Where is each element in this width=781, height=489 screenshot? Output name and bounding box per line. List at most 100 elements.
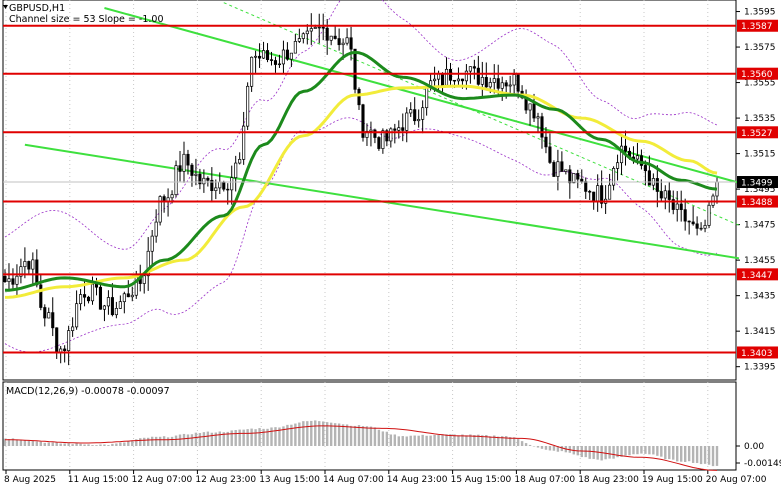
candle [23, 261, 27, 268]
macd-bar [19, 439, 23, 446]
channel-upper-line [104, 7, 740, 184]
candle [405, 112, 409, 131]
macd-bar [250, 428, 253, 446]
macd-bar [150, 436, 154, 446]
price-tick-label: 1.3535 [744, 114, 776, 124]
candle [71, 326, 75, 331]
candle [623, 145, 628, 152]
candle [528, 103, 532, 111]
price-tick-label: 1.3475 [744, 221, 776, 231]
candle [548, 146, 552, 163]
time-tick-label: 12 Aug 07:00 [132, 475, 193, 485]
macd-bar [644, 446, 647, 454]
price-tick-label: 1.3455 [744, 256, 776, 266]
macd-bar [485, 435, 488, 446]
candle [285, 49, 289, 60]
candle [98, 286, 103, 310]
macd-bar [166, 437, 170, 446]
candle [122, 293, 126, 303]
candle [448, 68, 453, 81]
candle [596, 185, 600, 202]
candle [7, 278, 11, 283]
macd-bar [302, 421, 305, 446]
macd-bar [365, 426, 369, 446]
candle [126, 293, 130, 298]
macd-bar [624, 446, 627, 456]
macd-bar [357, 425, 361, 446]
level-tag [737, 126, 778, 139]
candle [31, 259, 35, 270]
candle [3, 275, 7, 283]
macd-bar [636, 446, 639, 455]
macd-bar [23, 440, 27, 446]
candle [218, 181, 222, 189]
candle [671, 199, 675, 210]
macd-bar [170, 436, 174, 446]
macd-bar [481, 435, 484, 446]
time-tick-label: 18 Aug 23:00 [578, 475, 639, 485]
candle [341, 42, 345, 46]
candle [385, 130, 389, 142]
candle [512, 74, 516, 86]
main-pane-frame [2, 0, 737, 381]
candle [643, 165, 647, 172]
macd-bar [83, 444, 86, 446]
candle [337, 38, 341, 46]
candle [250, 56, 254, 87]
macd-bar [489, 436, 492, 446]
macd-bar [162, 436, 166, 446]
candle [246, 85, 250, 127]
candle [679, 203, 683, 210]
candle [142, 275, 146, 284]
macd-bar [115, 443, 118, 446]
candle [222, 181, 226, 190]
macd-bar [107, 445, 110, 446]
candle [206, 177, 210, 181]
macd-bar [393, 434, 397, 446]
candle [580, 178, 584, 182]
macd-bar [493, 435, 496, 446]
macd-bar [501, 436, 504, 446]
macd-bar [27, 440, 31, 446]
candle [508, 84, 512, 87]
candle [647, 170, 651, 186]
candle [11, 278, 15, 285]
candle [273, 60, 278, 65]
macd-bar [620, 446, 623, 457]
macd-bar [560, 446, 564, 452]
time-grid: 8 Aug 2025 11 Aug 15:00 12 Aug 07:00 12 Aug… [4, 0, 767, 485]
candle [226, 188, 230, 191]
candle [301, 33, 305, 39]
macd-bar [55, 442, 58, 446]
macd-bar [660, 446, 663, 457]
macd-bar [222, 432, 225, 446]
candle [369, 129, 373, 132]
macd-bar [103, 444, 106, 446]
macd-bar [544, 446, 548, 450]
candle [468, 66, 472, 72]
candle [214, 187, 218, 192]
candle [460, 78, 464, 82]
candle [492, 78, 496, 83]
macd-bar [210, 432, 214, 446]
macd-bar [298, 422, 301, 446]
macd-bar [182, 433, 186, 446]
macd-bar [552, 446, 556, 451]
candle [619, 145, 624, 164]
macd-bar [640, 446, 643, 454]
macd-bar [516, 439, 520, 446]
candle [500, 82, 504, 89]
candle [532, 103, 536, 119]
candle [106, 297, 110, 307]
current-price-tag [737, 176, 778, 189]
macd-bar [333, 423, 337, 446]
macd-bar [345, 424, 349, 446]
macd-bar [127, 441, 130, 446]
macd-bar [39, 441, 42, 446]
macd-bar [353, 425, 357, 446]
time-tick-label: 13 Aug 15:00 [259, 475, 320, 485]
macd-bar [286, 424, 289, 446]
time-tick-label: 20 Aug 07:00 [706, 475, 767, 485]
candle [202, 177, 206, 185]
